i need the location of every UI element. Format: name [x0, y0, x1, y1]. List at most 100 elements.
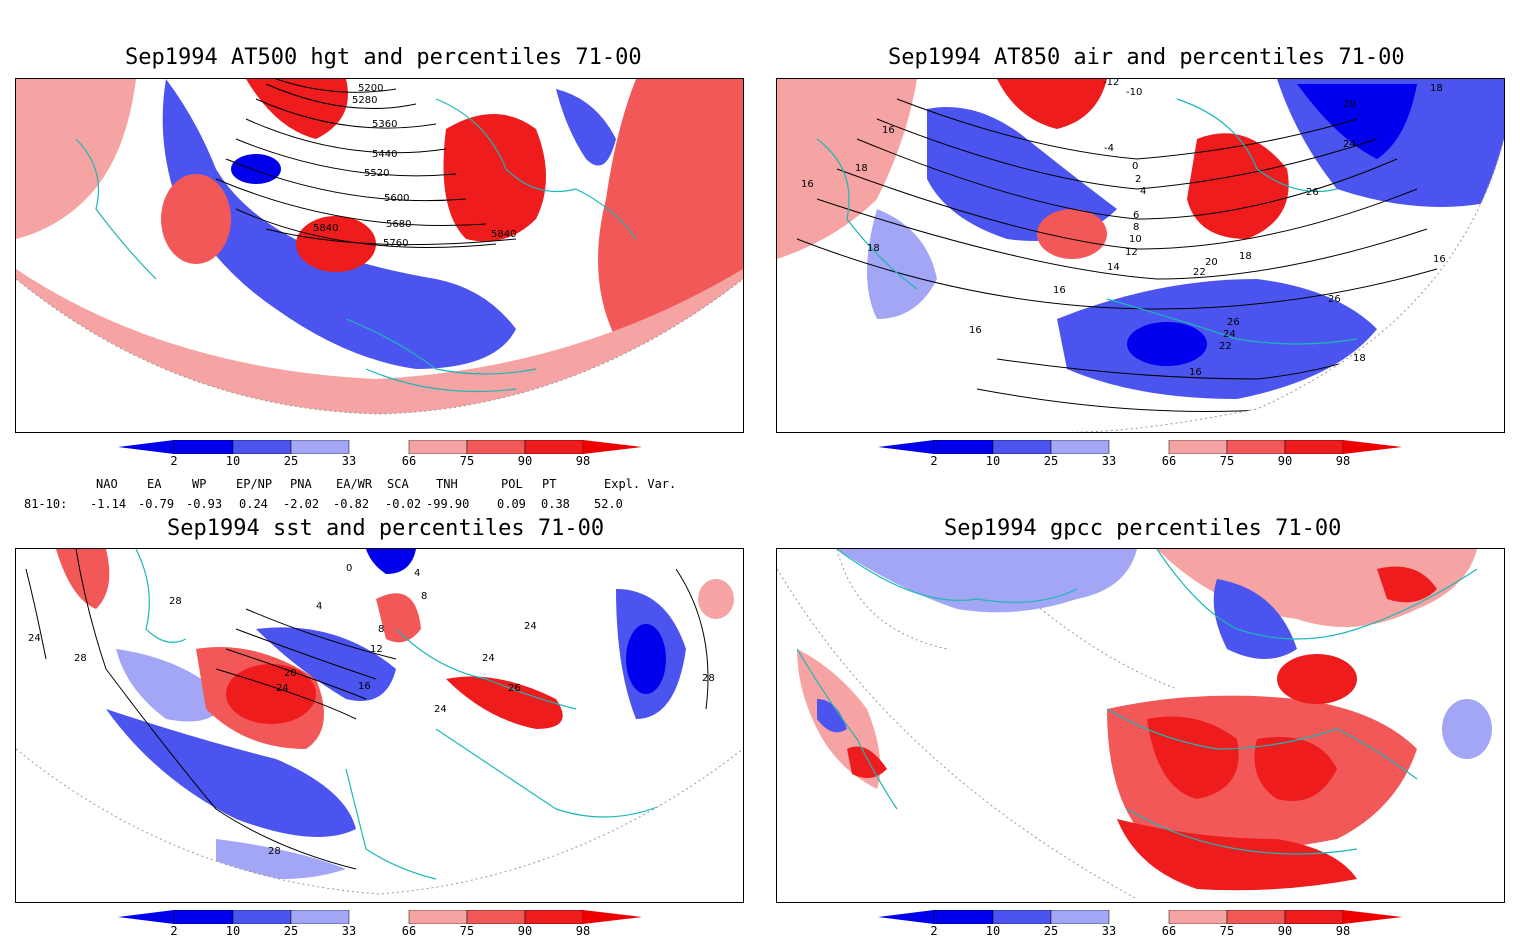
contour-label: 2 [1135, 174, 1141, 185]
shade-area [867, 209, 937, 319]
contour-label: 16 [801, 179, 814, 190]
colorbar-swatches [118, 910, 642, 924]
shade-area [366, 549, 416, 574]
contour-label: -12 [1103, 79, 1119, 88]
contour-label: 5280 [352, 95, 377, 106]
colorbar-tick: 10 [225, 454, 241, 468]
colorbar-tick: 90 [1277, 924, 1293, 938]
shade-area [1297, 84, 1417, 159]
contour-label: 10 [1129, 234, 1142, 245]
index-header: TNH [436, 477, 458, 491]
colorbar-tick: 66 [1161, 454, 1177, 468]
contour-label: 4 [1140, 186, 1146, 197]
colorbar-tick: 33 [1101, 924, 1117, 938]
colorbar-tick: 10 [985, 454, 1001, 468]
map-gpcc-canvas [777, 549, 1504, 902]
colorbar-tick: 33 [1101, 454, 1117, 468]
colorbar-tick: 2 [170, 924, 178, 938]
shade-area [1127, 322, 1207, 366]
contour-label: 20 [1205, 257, 1218, 268]
contour-label: 26 [1306, 187, 1319, 198]
contour-label: 6 [1133, 210, 1139, 221]
shade-area [556, 89, 616, 166]
colorbar-tick: 10 [985, 924, 1001, 938]
shade-area [106, 709, 356, 837]
contour-label: 5760 [383, 238, 408, 249]
colorbar-tick: 25 [283, 924, 299, 938]
contour-label: 24 [524, 621, 537, 632]
colorbar-tick: 98 [575, 454, 591, 468]
contour-label: 5360 [372, 119, 397, 130]
shade-area [226, 664, 316, 724]
contour-label: 16 [969, 325, 982, 336]
map-hgt500: 5200 5280 5360 5440 5520 5600 5680 5760 … [15, 78, 744, 433]
contour-labels: 28 24 28 0 4 4 8 8 12 16 20 24 24 26 28 … [28, 563, 715, 857]
colorbar-tick: 75 [459, 454, 475, 468]
contour-label: 0 [1132, 161, 1138, 172]
shade-area [997, 79, 1107, 129]
contour-label: 8 [421, 591, 427, 602]
contour-label: 28 [169, 596, 182, 607]
shade-area [246, 79, 348, 139]
colorbar-tick: 25 [1043, 924, 1059, 938]
colorbar-tick: 90 [517, 924, 533, 938]
contour-label: 24 [482, 653, 495, 664]
contour-label: 5600 [384, 193, 409, 204]
contour-label: 5680 [386, 219, 411, 230]
colorbar-tick: 75 [1219, 454, 1235, 468]
panel-title-hgt500: Sep1994 AT500 hgt and percentiles 71-00 [125, 45, 642, 70]
contour-label: 4 [414, 568, 420, 579]
colorbar-tick: 10 [225, 924, 241, 938]
colorbar-tick: 98 [1335, 924, 1351, 938]
contour-label: 16 [1433, 254, 1446, 265]
index-value: -0.02 [385, 497, 422, 511]
contour-labels: 5200 5280 5360 5440 5520 5600 5680 5760 … [313, 83, 516, 249]
map-sst: 28 24 28 0 4 4 8 8 12 16 20 24 24 26 28 … [15, 548, 744, 903]
shade-area [162, 79, 516, 369]
contour-label: 28 [74, 653, 87, 664]
map-sst-canvas: 28 24 28 0 4 4 8 8 12 16 20 24 24 26 28 … [16, 549, 743, 895]
colorbar-tick: 2 [170, 454, 178, 468]
contour-labels: -12 -10 -4 0 2 4 6 8 10 12 14 16 16 16 1… [801, 79, 1446, 378]
map-gpcc [776, 548, 1505, 903]
shade-area [446, 676, 563, 729]
shade-area [231, 154, 281, 184]
coastlines [796, 549, 1478, 855]
shade-area [1187, 133, 1289, 239]
shade-area [16, 79, 136, 239]
contour-label: 5200 [358, 83, 383, 94]
contour-label: 22 [1193, 267, 1206, 278]
index-value: 52.0 [594, 497, 623, 511]
contour-label: 5840 [491, 229, 516, 240]
map-air850: -12 -10 -4 0 2 4 6 8 10 12 14 16 16 16 1… [776, 78, 1505, 433]
contour-label: 28 [702, 673, 715, 684]
index-value: 0.38 [541, 497, 570, 511]
index-header: EP/NP [236, 477, 273, 491]
index-header: EA [147, 477, 162, 491]
contour-label: 18 [1239, 251, 1252, 262]
contour-label: 24 [1343, 139, 1356, 150]
map-hgt500-canvas: 5200 5280 5360 5440 5520 5600 5680 5760 … [16, 79, 743, 415]
colorbar-tick: 2 [930, 454, 938, 468]
contour-label: 5440 [372, 149, 397, 160]
index-value: 0.24 [239, 497, 268, 511]
shade-area [56, 549, 110, 609]
colorbar-tick: 33 [341, 454, 357, 468]
index-header: SCA [387, 477, 409, 491]
shade-area [161, 174, 231, 264]
contour-label: 16 [1189, 367, 1202, 378]
index-value: 0.09 [497, 497, 526, 511]
contour-label: 18 [855, 163, 868, 174]
index-value: -99.90 [426, 497, 470, 511]
index-header: WP [192, 477, 207, 491]
index-header: POL [501, 477, 523, 491]
colorbar-tick: 98 [1335, 454, 1351, 468]
shade-area [598, 79, 743, 339]
shade-area [777, 79, 917, 259]
shade-area [443, 114, 546, 242]
index-value: -0.79 [138, 497, 175, 511]
panel-title-gpcc: Sep1994 gpcc percentiles 71-00 [944, 516, 1342, 541]
index-header: PT [542, 477, 557, 491]
index-header: PNA [290, 477, 312, 491]
map-air850-canvas: -12 -10 -4 0 2 4 6 8 10 12 14 16 16 16 1… [777, 79, 1504, 432]
